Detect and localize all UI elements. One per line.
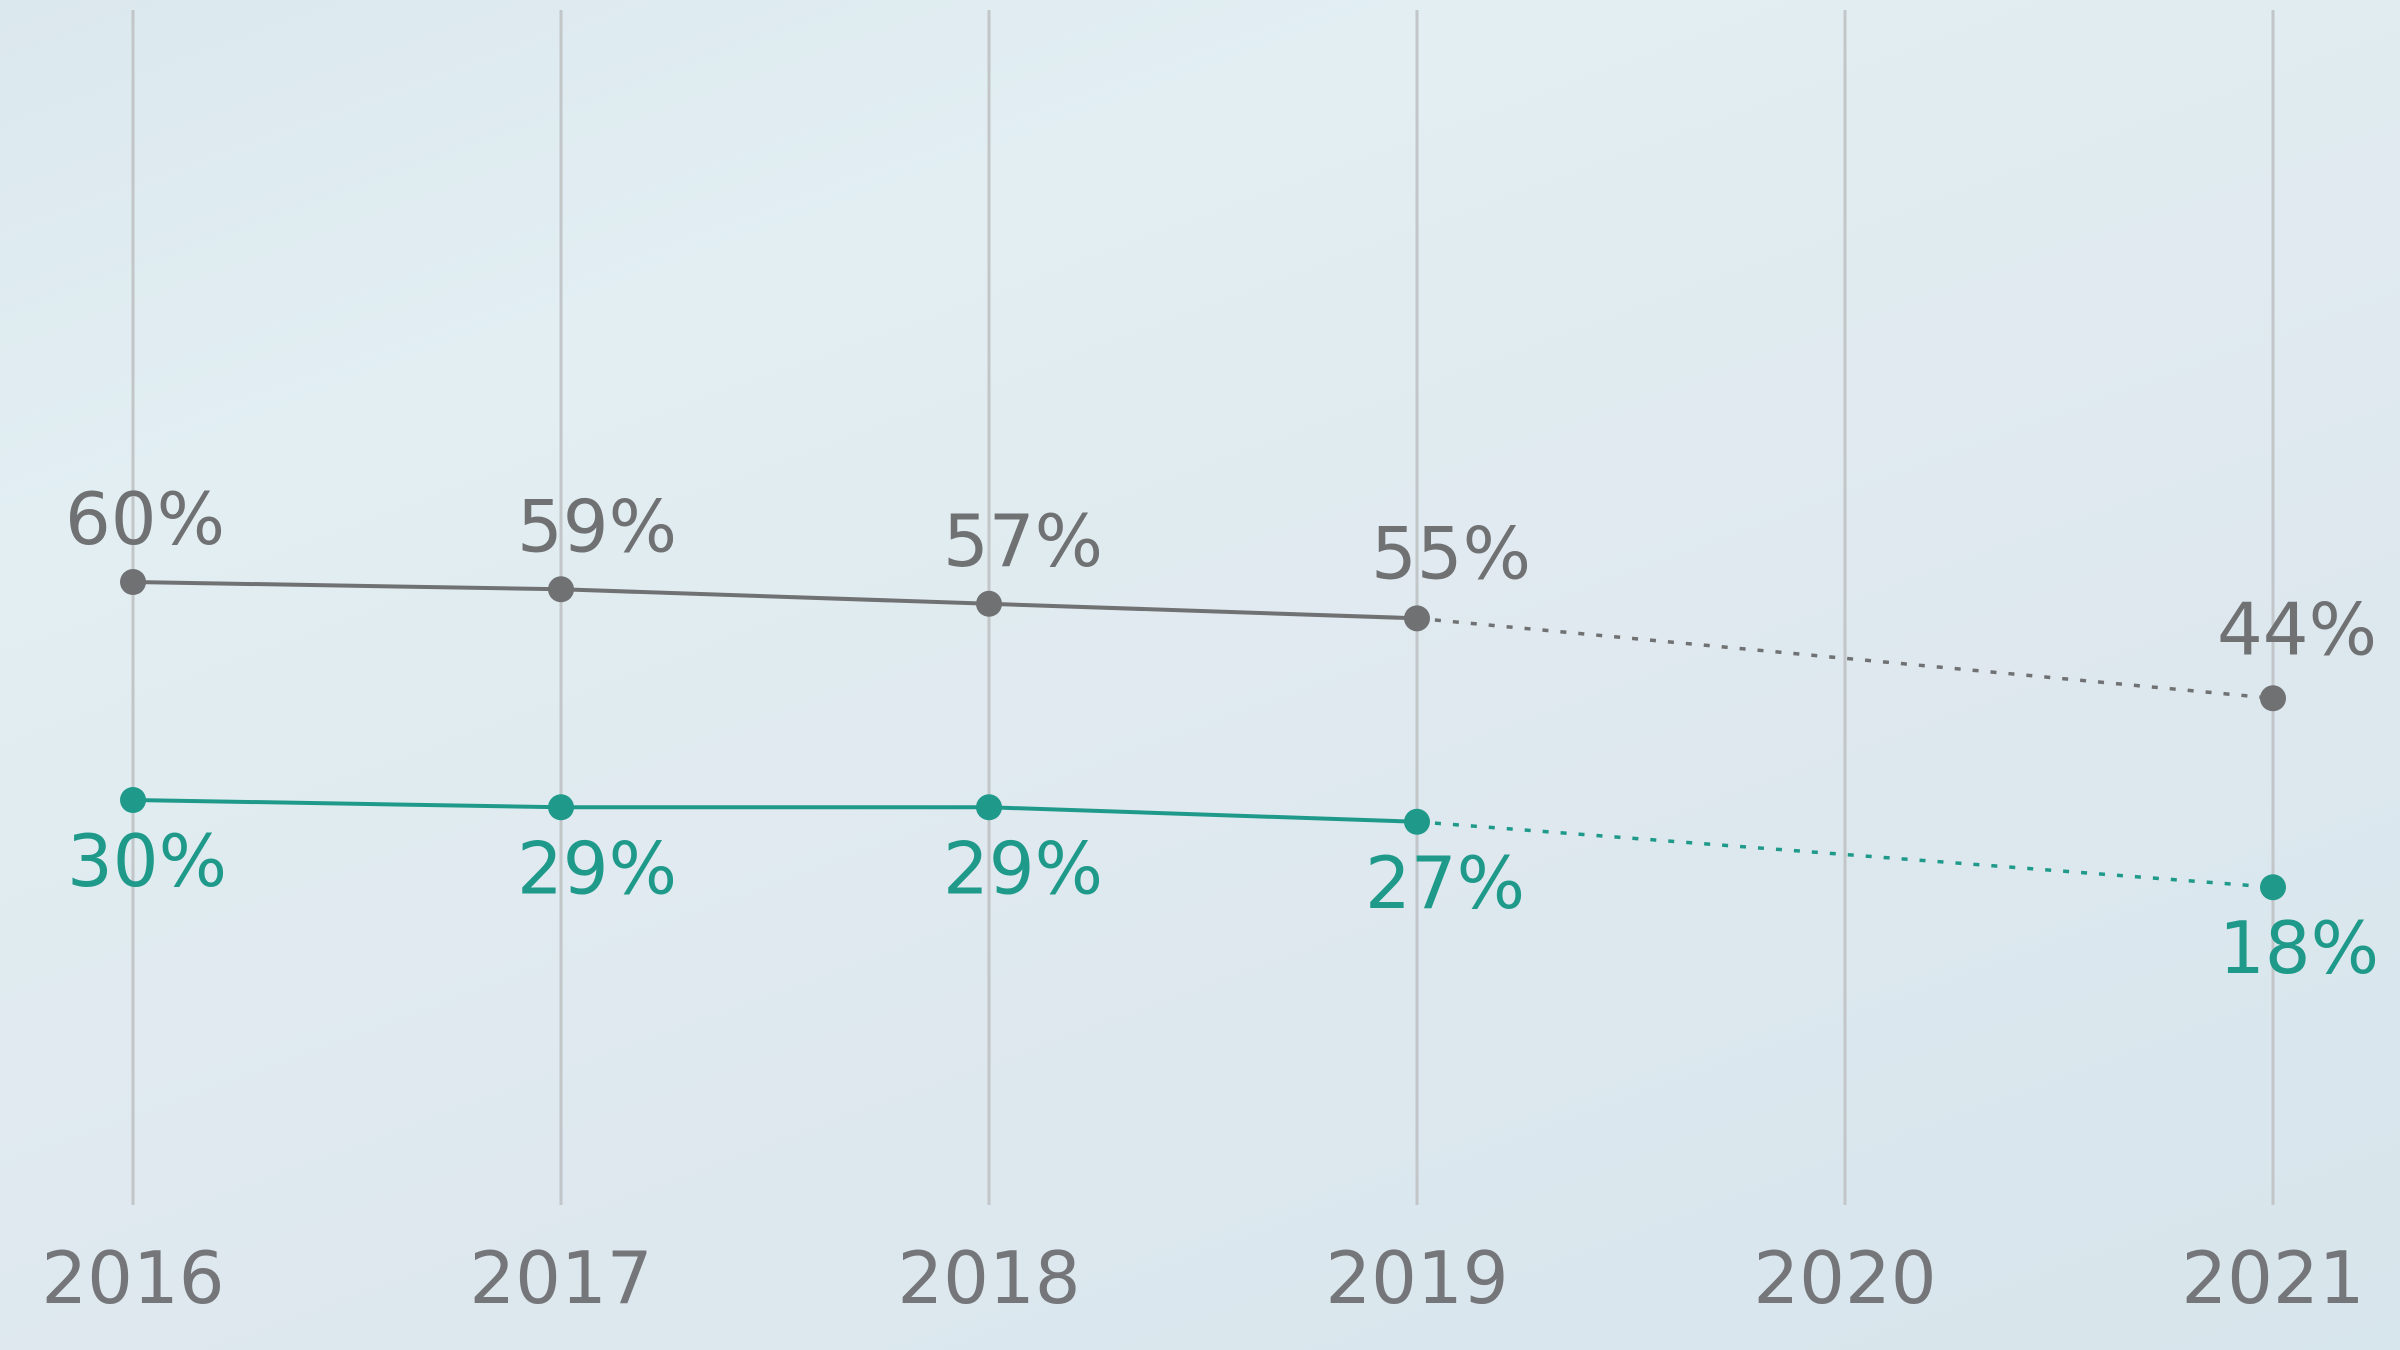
series-1-data-label-2021: 44% <box>2217 587 2377 671</box>
series-1-point-2018 <box>976 590 1002 617</box>
series-2-point-2021 <box>2260 874 2286 901</box>
series-1-point-2019 <box>1404 605 1430 632</box>
series-1-data-label-2018: 57% <box>943 499 1103 583</box>
series-2-data-label-2017: 29% <box>517 826 677 910</box>
series-1-data-label-2016: 60% <box>65 477 225 561</box>
series-2-data-label-2018: 29% <box>943 826 1103 910</box>
x-tick-label-2021: 2021 <box>2181 1236 2364 1320</box>
series-1-point-2021 <box>2260 685 2286 712</box>
series-2-point-2018 <box>976 794 1002 821</box>
series-2-solid-line <box>132 798 1418 824</box>
series-2-data-label-2016: 30% <box>67 819 227 903</box>
series-1-point-2017 <box>548 576 574 603</box>
x-tick-label-2016: 2016 <box>41 1236 224 1320</box>
series-2-point-2019 <box>1404 808 1430 835</box>
x-tick-label-2017: 2017 <box>469 1236 652 1320</box>
x-tick-label-2018: 2018 <box>897 1236 1080 1320</box>
series-2-data-label-2019: 27% <box>1365 841 1525 925</box>
series-1-point-2016 <box>120 569 146 595</box>
x-tick-label-2020: 2020 <box>1753 1236 1936 1320</box>
series-1-data-label-2017: 59% <box>517 484 677 568</box>
series-2-point-2017 <box>548 794 574 821</box>
x-tick-label-2019: 2019 <box>1325 1236 1508 1320</box>
series-2-point-2016 <box>120 787 146 813</box>
series-1-solid-line <box>132 580 1418 621</box>
series-2-data-label-2021: 18% <box>2219 906 2379 990</box>
series-1-data-label-2019: 55% <box>1371 511 1531 595</box>
